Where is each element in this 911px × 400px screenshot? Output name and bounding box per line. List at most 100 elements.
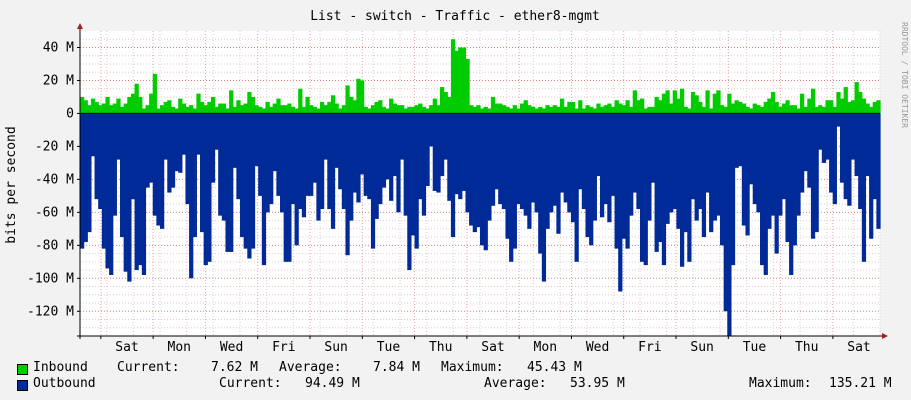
outbound-bar: [709, 113, 714, 233]
outbound-bar: [83, 113, 88, 243]
inbound-bar: [410, 106, 416, 114]
outbound-bar: [752, 113, 757, 205]
inbound-bar: [87, 105, 92, 114]
outbound-bar: [254, 113, 259, 167]
inbound-bar: [487, 108, 492, 114]
outbound-bar: [458, 113, 463, 200]
outbound-bar: [570, 113, 576, 223]
inbound-bar: [563, 106, 568, 114]
outbound-bar: [443, 113, 448, 160]
inbound-bar: [469, 105, 474, 114]
inbound-bar: [556, 106, 561, 114]
outbound-bar: [469, 113, 474, 226]
outbound-bar: [320, 113, 325, 210]
inbound-bar: [414, 105, 419, 114]
outbound-bar: [483, 113, 488, 251]
inbound-bar: [301, 106, 307, 114]
inbound-bar: [636, 100, 641, 114]
inbound-bar: [98, 105, 103, 114]
outbound-bar: [152, 113, 157, 216]
inbound-bar: [840, 98, 845, 114]
outbound-swatch: [17, 380, 28, 391]
outbound-bar: [650, 113, 656, 183]
outbound-bar: [745, 113, 750, 236]
inbound-bar: [607, 103, 612, 114]
outbound-bar: [109, 113, 114, 275]
outbound-bar: [669, 113, 674, 213]
inbound-bar: [240, 105, 245, 114]
outbound-bar: [614, 113, 619, 249]
x-tick-label: Sat: [481, 340, 504, 355]
outbound-bar: [621, 113, 627, 239]
traffic-chart: 40 M 20 M 0 -20 M -40 M -60 M -80 M -100 M -120 …: [4, 9, 909, 355]
outbound-bar: [236, 113, 241, 200]
outbound-bar: [530, 113, 536, 203]
inbound-bar: [174, 108, 179, 114]
inbound-bar: [258, 106, 263, 114]
inbound-bar: [429, 105, 434, 114]
inbound-bar: [640, 98, 645, 114]
y-tick-label: -60 M: [35, 205, 74, 220]
outbound-bar: [298, 113, 303, 210]
outbound-bar: [705, 113, 710, 193]
y-tick-label: -100 M: [27, 271, 74, 286]
inbound-swatch: [17, 364, 28, 375]
inbound-bar: [418, 103, 423, 114]
outbound-bar: [760, 113, 765, 266]
inbound-bar: [105, 96, 110, 114]
outbound-bar: [527, 113, 532, 229]
outbound-bar: [80, 113, 85, 249]
inbound-bar: [749, 108, 754, 114]
outbound-bar: [290, 113, 296, 205]
inbound-bar: [134, 83, 139, 114]
inbound-bar: [421, 106, 427, 114]
x-tick-label: Sun: [324, 340, 347, 355]
outbound-bar: [229, 113, 234, 252]
inbound-bar: [90, 98, 96, 114]
outbound-bar: [196, 113, 201, 155]
inbound-bar: [647, 106, 652, 114]
outbound-bar: [418, 113, 423, 200]
inbound-bar: [770, 92, 776, 114]
inbound-bar: [778, 106, 783, 114]
outbound-bar: [94, 113, 99, 200]
inbound-bar: [690, 92, 696, 114]
chart-title: List - switch - Traffic - ether8-mgmt: [310, 9, 600, 24]
x-tick-label: Tue: [377, 340, 401, 355]
inbound-bar: [505, 106, 510, 114]
outbound-bar: [225, 113, 230, 252]
outbound-bar: [440, 113, 445, 177]
outbound-bar: [160, 113, 165, 229]
inbound-bar: [723, 106, 728, 114]
outbound-bar: [767, 113, 772, 229]
inbound-bar: [396, 105, 401, 114]
x-tick-label: Wed: [586, 340, 609, 355]
outbound-bar: [105, 113, 110, 269]
inbound-bar: [629, 106, 634, 114]
outbound-bar: [385, 113, 390, 180]
outbound-bar: [98, 113, 103, 210]
inbound-bar: [745, 106, 750, 114]
outbound-bar: [410, 113, 416, 236]
inbound-bar: [378, 100, 383, 114]
outbound-bar: [90, 113, 96, 157]
outbound-bar: [876, 113, 881, 229]
outbound-bar: [210, 113, 216, 183]
outbound-bar: [447, 113, 452, 201]
outbound-bar: [261, 113, 267, 266]
outbound-bar: [538, 113, 543, 254]
outbound-bar: [661, 113, 667, 266]
outbound-bar: [556, 113, 561, 234]
inbound-bar: [320, 101, 325, 114]
inbound-bar: [265, 101, 270, 114]
outbound-bar: [694, 113, 699, 221]
inbound-bar: [512, 105, 517, 114]
outbound-bar: [276, 113, 281, 196]
inbound-bar: [330, 95, 336, 114]
outbound-bar: [360, 113, 365, 175]
outbound-bar: [141, 113, 147, 275]
inbound-bar: [650, 106, 656, 114]
outbound-name: Outbound: [33, 376, 96, 391]
outbound-bar: [807, 113, 812, 188]
inbound-bar: [698, 101, 703, 114]
